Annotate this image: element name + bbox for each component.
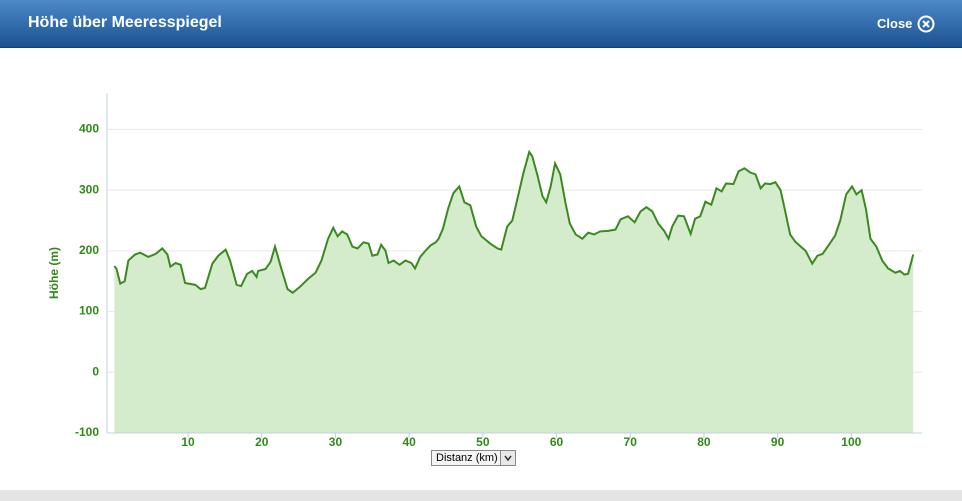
x-tick-label: 70	[624, 435, 638, 449]
y-tick-label: 200	[79, 243, 99, 257]
modal-title: Höhe über Meeresspiegel	[28, 14, 222, 31]
x-tick-label: 50	[476, 435, 490, 449]
y-tick-label: 300	[79, 182, 99, 196]
line	[113, 149, 915, 295]
y-tick-label: 0	[92, 364, 99, 378]
y-tick-label: 100	[79, 304, 99, 318]
x-tick-label: 60	[550, 435, 564, 449]
x-tick-label: 10	[181, 435, 195, 449]
x-tick-label: 30	[329, 435, 343, 449]
y-axis-label: Höhe (m)	[47, 247, 61, 299]
chart: -100 0 100 200 300 400 10 20 30 40 50 60 70 80 90 100 Hö…	[47, 93, 922, 449]
x-tick-label: 80	[697, 435, 711, 449]
y-tick-label: -100	[75, 425, 99, 439]
x-tick-label: 100	[841, 435, 861, 449]
close-button[interactable]: Close	[877, 16, 913, 31]
close-icon[interactable]	[917, 15, 935, 33]
select-arrow[interactable]	[500, 451, 515, 465]
select-label: Distanz (km)	[436, 452, 498, 464]
x-axis-select[interactable]: Distanz (km)	[431, 450, 516, 466]
y-tick-label: 400	[79, 122, 99, 136]
x-tick-label: 20	[255, 435, 269, 449]
x-tick-label: 90	[771, 435, 785, 449]
x-tick-label: 40	[402, 435, 416, 449]
area	[114, 151, 914, 433]
modal-header: Höhe über Meeresspiegel Close	[0, 0, 962, 48]
background-page	[0, 490, 962, 501]
